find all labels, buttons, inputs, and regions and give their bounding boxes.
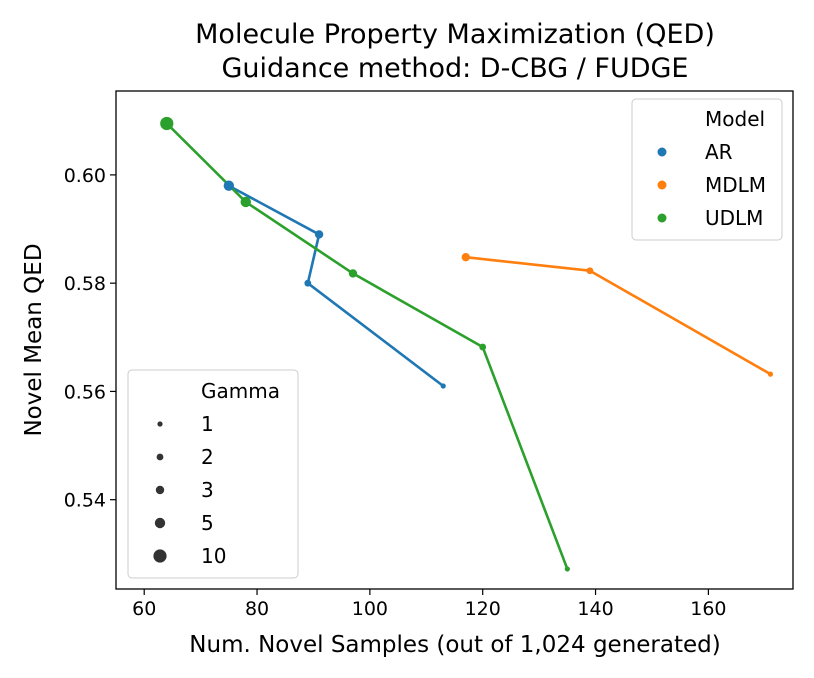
legend-gamma-marker	[153, 549, 167, 563]
data-point-ar	[314, 230, 324, 239]
data-point-mdlm	[461, 252, 470, 262]
y-tick-label: 0.58	[64, 273, 106, 295]
data-point-udlm	[348, 269, 358, 278]
y-tick-label: 0.60	[64, 165, 106, 187]
data-point-mdlm	[586, 267, 594, 275]
y-tick-label: 0.56	[64, 381, 106, 403]
legend-gamma-box	[127, 369, 299, 579]
legend-model-box	[631, 98, 783, 241]
data-point-udlm	[240, 196, 251, 208]
x-tick-label: 120	[465, 598, 501, 620]
x-tick-label: 100	[352, 598, 388, 620]
legend-model-marker	[657, 147, 667, 157]
y-tick-label: 0.54	[64, 490, 106, 512]
legend-model-marker	[657, 213, 667, 223]
legend-gamma-marker	[156, 453, 164, 461]
chart-title: Molecule Property Maximization (QED)	[195, 19, 715, 50]
legend-model-marker	[657, 180, 667, 190]
x-axis-label: Num. Novel Samples (out of 1,024 generat…	[189, 632, 720, 658]
legend-gamma-marker	[157, 421, 163, 427]
legend-gamma-marker	[155, 485, 165, 495]
legend-model-label: AR	[705, 140, 733, 164]
x-tick-label: 60	[132, 598, 156, 620]
data-point-ar	[440, 383, 446, 389]
legend-gamma-marker	[154, 517, 166, 529]
series-points	[160, 116, 774, 572]
legend-gamma-label: 2	[201, 445, 214, 469]
x-tick-label: 80	[245, 598, 269, 620]
y-axis-label: Novel Mean QED	[21, 243, 47, 436]
data-point-mdlm	[767, 371, 774, 377]
data-point-udlm	[479, 343, 487, 351]
legend-gamma-label: 10	[201, 544, 226, 568]
x-tick-label: 140	[577, 598, 613, 620]
data-point-udlm	[160, 116, 174, 131]
legend-gamma-label: 1	[201, 412, 214, 436]
legend-gamma-title: Gamma	[201, 379, 280, 403]
data-point-ar	[304, 279, 312, 287]
legend-model-label: UDLM	[705, 206, 763, 230]
data-point-udlm	[564, 566, 570, 572]
legend-model-title: Model	[705, 107, 765, 131]
legend-model: Model AR MDLM UDLM	[631, 98, 783, 241]
axis-ticks: 60 80 100 120 140 160 0.54 0.56 0.58 0.60	[64, 165, 727, 620]
legend-model-label: MDLM	[705, 173, 766, 197]
chart-subtitle: Guidance method: D-CBG / FUDGE	[221, 53, 688, 84]
plot-frame	[115, 90, 794, 590]
legend-gamma-label: 5	[201, 511, 214, 535]
legend-gamma-label: 3	[201, 478, 214, 502]
x-tick-label: 160	[690, 598, 726, 620]
data-point-ar	[223, 180, 235, 191]
legend-gamma: Gamma 1 2 3 5 10	[127, 369, 299, 579]
series-line-ar	[228, 184, 445, 388]
